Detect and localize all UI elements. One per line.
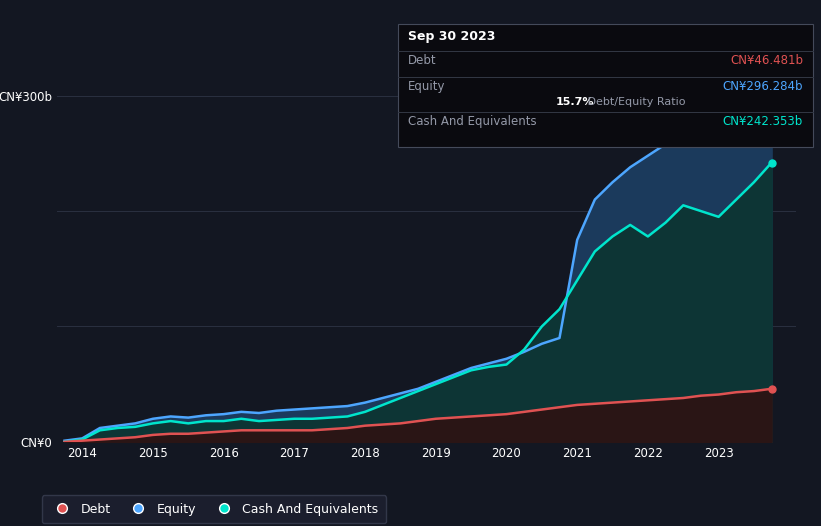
Text: Cash And Equivalents: Cash And Equivalents	[408, 115, 537, 128]
Text: Equity: Equity	[408, 80, 446, 93]
Legend: Debt, Equity, Cash And Equivalents: Debt, Equity, Cash And Equivalents	[42, 495, 386, 523]
Text: 15.7%: 15.7%	[556, 97, 594, 107]
Text: CN¥242.353b: CN¥242.353b	[722, 115, 803, 128]
Text: CN¥46.481b: CN¥46.481b	[730, 54, 803, 67]
Text: CN¥296.284b: CN¥296.284b	[722, 80, 803, 93]
Text: Debt: Debt	[408, 54, 437, 67]
Text: Debt/Equity Ratio: Debt/Equity Ratio	[584, 97, 686, 107]
Text: Sep 30 2023: Sep 30 2023	[408, 30, 495, 43]
